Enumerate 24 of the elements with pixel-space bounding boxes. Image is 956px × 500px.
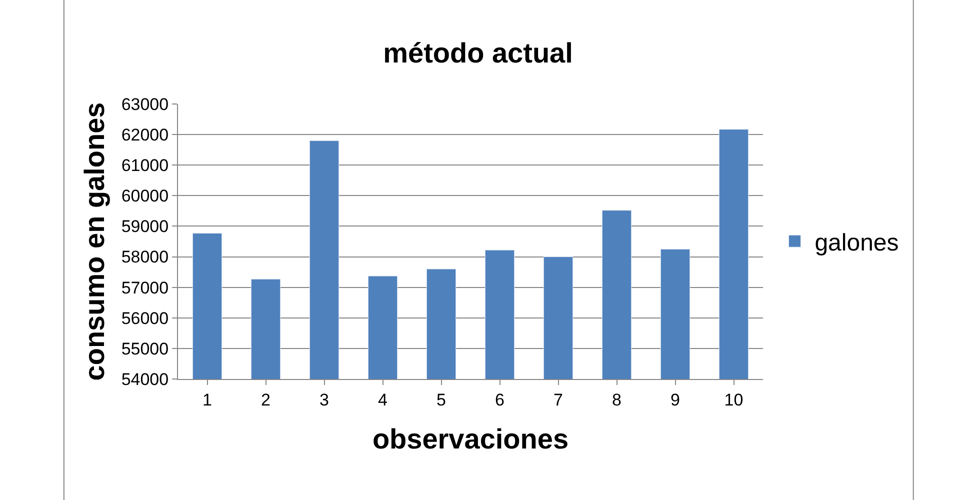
- y-tick-label: 55000: [121, 339, 169, 358]
- y-tick-label: 61000: [121, 156, 169, 176]
- x-tick-label: 2: [261, 390, 270, 410]
- y-tick-label: 60000: [121, 186, 169, 206]
- y-tick-label: 62000: [121, 126, 169, 145]
- y-tick-label: 56000: [121, 308, 169, 328]
- y-axis-title: consumo en galones: [79, 102, 110, 381]
- y-tick-label: 63000: [121, 94, 169, 114]
- x-tick-label: 3: [320, 390, 329, 410]
- x-tick-label: 6: [495, 390, 504, 410]
- chart-title: método actual: [383, 37, 573, 68]
- x-tick-label: 1: [202, 390, 212, 410]
- y-tick-label: 57000: [121, 278, 169, 298]
- x-tick-label: 10: [724, 390, 744, 410]
- x-axis-title: observaciones: [372, 424, 569, 454]
- x-tick-label: 5: [436, 390, 446, 410]
- legend-label: galones: [814, 229, 899, 256]
- x-tick-label: 9: [670, 390, 680, 410]
- x-tick-label: 8: [612, 390, 622, 410]
- y-tick-label: 54000: [121, 370, 169, 389]
- y-tick-label: 58000: [121, 248, 169, 267]
- x-tick-label: 4: [378, 390, 388, 410]
- x-tick-label: 7: [554, 390, 563, 410]
- y-tick-label: 59000: [121, 217, 169, 236]
